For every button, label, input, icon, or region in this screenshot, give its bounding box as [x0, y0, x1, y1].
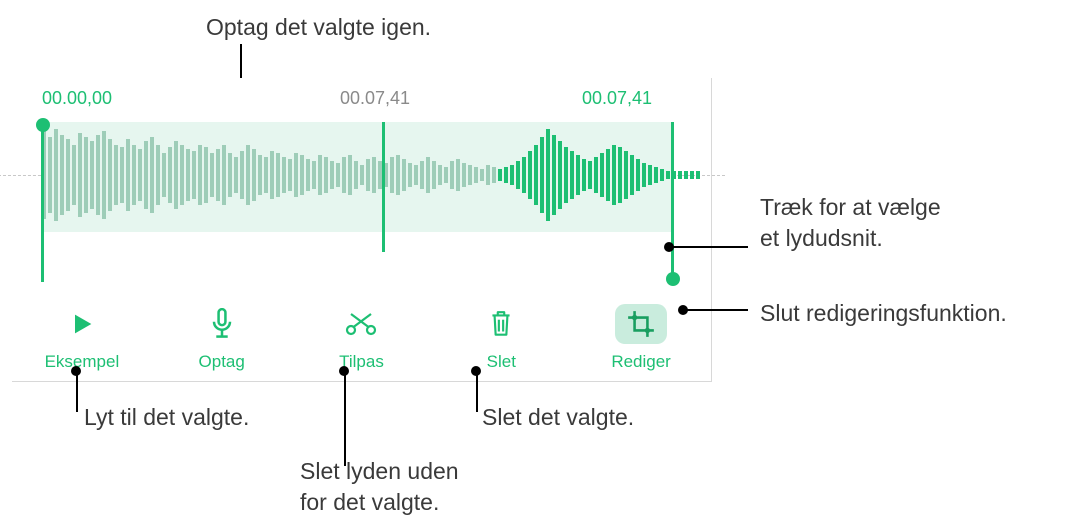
editor-toolbar: Eksempel Optag Tilpas Slet Rediger — [12, 300, 711, 375]
timecode-playhead: 00.07,41 — [340, 88, 410, 109]
mic-icon — [196, 304, 248, 344]
delete-button[interactable]: Slet — [431, 304, 571, 372]
timecode-end: 00.07,41 — [582, 88, 652, 109]
timecode-row: 00.00,00 00.07,41 00.07,41 — [12, 88, 711, 116]
edit-button[interactable]: Rediger — [571, 304, 711, 372]
annotation-record-again: Optag det valgte igen. — [206, 12, 431, 43]
tool-label: Rediger — [611, 352, 671, 372]
selection-handle-right[interactable] — [671, 122, 674, 282]
tool-label: Eksempel — [45, 352, 120, 372]
annotation-drag-select: Træk for at vælge et lydudsnit. — [760, 192, 941, 254]
annotation-trim-outside: Slet lyden uden for det valgte. — [300, 456, 459, 518]
annotation-text: Slet det valgte. — [482, 404, 634, 430]
annotation-text: Slut redigeringsfunktion. — [760, 300, 1007, 326]
cut-icon — [335, 304, 387, 344]
waveform-area[interactable] — [12, 122, 711, 272]
callout-line — [476, 372, 478, 412]
playhead[interactable] — [382, 122, 385, 252]
tool-label: Slet — [487, 352, 516, 372]
tool-label: Optag — [199, 352, 245, 372]
annotation-text: Optag det valgte igen. — [206, 14, 431, 40]
annotation-text-l2: et lydudsnit. — [760, 225, 883, 251]
callout-line — [672, 246, 748, 248]
annotation-text-l1: Træk for at vælge — [760, 194, 941, 220]
timecode-start: 00.00,00 — [42, 88, 112, 109]
annotation-listen: Lyt til det valgte. — [84, 402, 249, 433]
record-button[interactable]: Optag — [152, 304, 292, 372]
callout-dot — [471, 366, 481, 376]
annotation-end-editing: Slut redigeringsfunktion. — [760, 298, 1007, 329]
annotation-text: Lyt til det valgte. — [84, 404, 249, 430]
annotation-text-l1: Slet lyden uden — [300, 458, 459, 484]
trim-button[interactable]: Tilpas — [292, 304, 432, 372]
callout-dot — [71, 366, 81, 376]
annotation-delete-selection: Slet det valgte. — [482, 402, 634, 433]
callout-dot — [664, 242, 674, 252]
trash-icon — [475, 304, 527, 344]
callout-line — [76, 372, 78, 412]
callout-line — [684, 309, 748, 311]
selection-handle-left[interactable] — [41, 122, 44, 282]
audio-editor-panel: 00.00,00 00.07,41 00.07,41 Eksempel Optag… — [12, 78, 712, 382]
play-icon — [56, 304, 108, 344]
callout-line — [344, 372, 346, 466]
callout-dot — [678, 305, 688, 315]
waveform-svg — [42, 122, 732, 242]
crop-icon — [615, 304, 667, 344]
callout-dot — [339, 366, 349, 376]
preview-button[interactable]: Eksempel — [12, 304, 152, 372]
annotation-text-l2: for det valgte. — [300, 489, 439, 515]
